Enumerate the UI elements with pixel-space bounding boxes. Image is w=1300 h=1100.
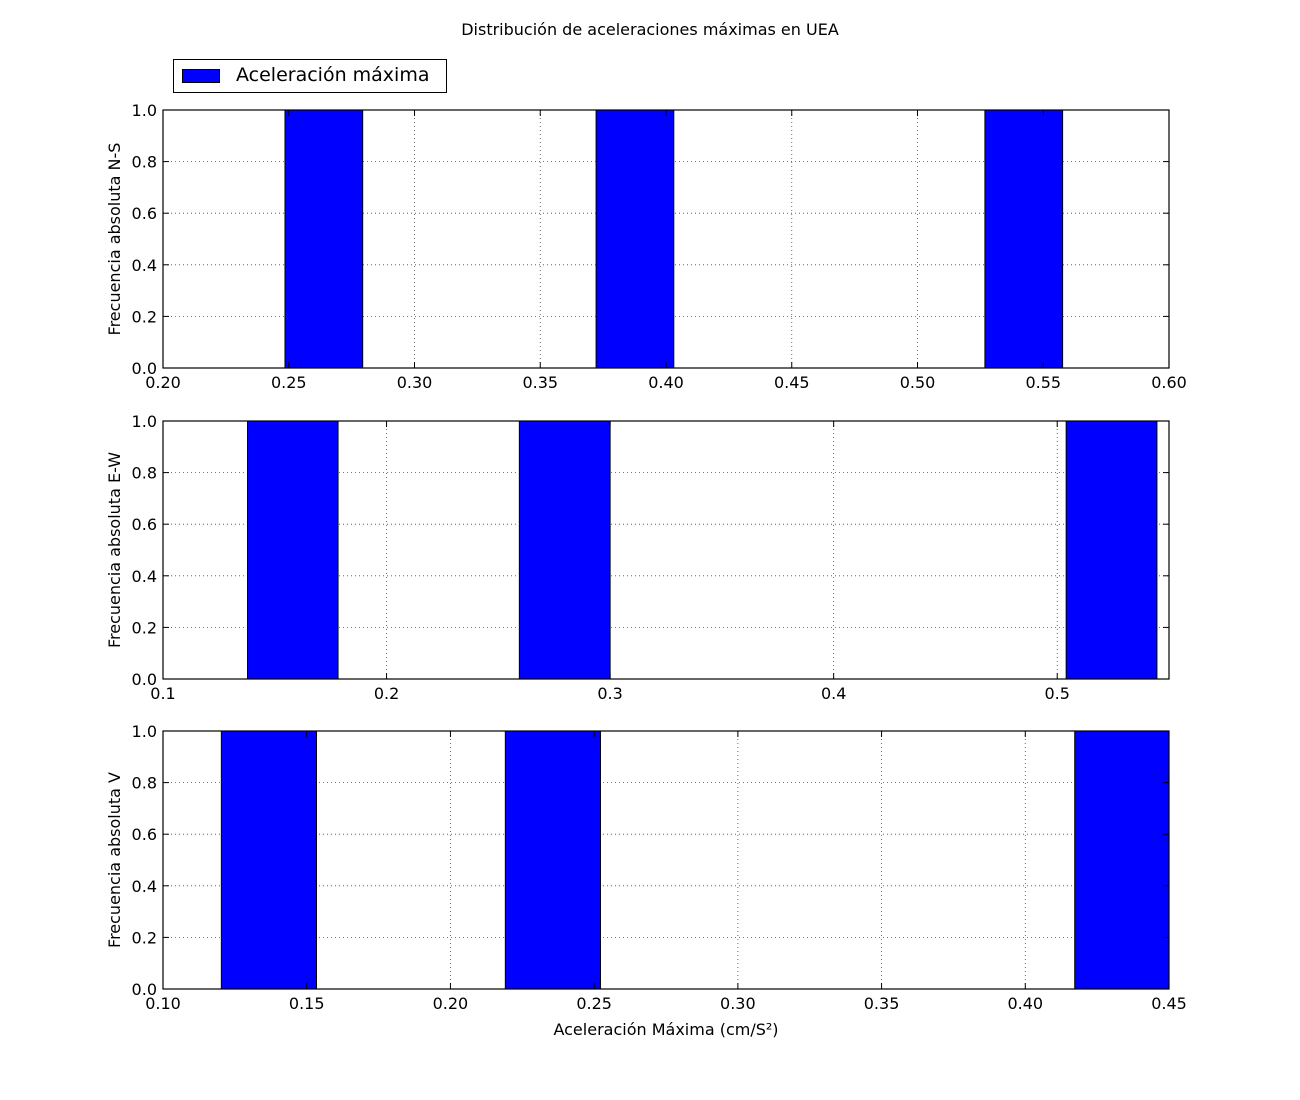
x-axis-label: Aceleración Máxima (cm/S²) [553, 1020, 778, 1039]
x-tick-label: 0.30 [720, 994, 756, 1013]
x-tick-label: 0.2 [374, 684, 399, 703]
bar-3-2 [504, 730, 601, 990]
x-tick-label: 0.55 [1025, 373, 1061, 392]
bar-2-3 [1065, 420, 1158, 680]
x-tick-label: 0.10 [145, 994, 181, 1013]
y-axis-label-1: Frecuencia absoluta N-S [105, 143, 124, 336]
y-tick-label: 0.0 [132, 980, 157, 999]
y-tick-label: 1.0 [132, 101, 157, 120]
y-tick-label: 0.6 [132, 204, 157, 223]
x-tick-label: 0.35 [864, 994, 900, 1013]
axes-frame-3 [162, 730, 1170, 990]
x-tick-label: 0.45 [1151, 994, 1187, 1013]
x-tick-label: 0.25 [271, 373, 307, 392]
x-tick-label: 0.1 [150, 684, 175, 703]
y-tick-label: 0.4 [132, 256, 157, 275]
y-tick-label: 1.0 [132, 412, 157, 431]
bar-1-2 [595, 109, 675, 369]
y-tick-label: 0.2 [132, 307, 157, 326]
y-axis-label-3: Frecuencia absoluta V [105, 772, 124, 948]
x-tick-label: 0.3 [597, 684, 622, 703]
y-tick-label: 0.8 [132, 464, 157, 483]
x-tick-label: 0.25 [576, 994, 612, 1013]
y-tick-label: 0.0 [132, 670, 157, 689]
x-tick-label: 0.20 [433, 994, 469, 1013]
y-axis-label-2: Frecuencia absoluta E-W [105, 452, 124, 648]
x-tick-label: 0.5 [1044, 684, 1069, 703]
legend: Aceleración máxima [173, 59, 447, 93]
y-tick-label: 0.6 [132, 825, 157, 844]
bar-1-1 [284, 109, 364, 369]
bar-1-3 [984, 109, 1064, 369]
y-tick-label: 1.0 [132, 722, 157, 741]
x-tick-label: 0.20 [145, 373, 181, 392]
legend-label: Aceleración máxima [236, 64, 430, 86]
bar-3-1 [220, 730, 317, 990]
chart-title: Distribución de aceleraciones máximas en… [461, 20, 839, 39]
bar-2-1 [247, 420, 339, 680]
y-tick-label: 0.4 [132, 567, 157, 586]
x-tick-label: 0.15 [289, 994, 325, 1013]
y-tick-label: 0.2 [132, 928, 157, 947]
y-tick-label: 0.8 [132, 153, 157, 172]
legend-swatch [182, 69, 220, 83]
y-tick-label: 0.2 [132, 618, 157, 637]
x-tick-label: 0.50 [900, 373, 936, 392]
bar-3-3 [1074, 730, 1170, 990]
x-tick-label: 0.45 [774, 373, 810, 392]
y-tick-label: 0.4 [132, 877, 157, 896]
x-tick-label: 0.35 [522, 373, 558, 392]
x-tick-label: 0.60 [1151, 373, 1187, 392]
y-tick-label: 0.8 [132, 774, 157, 793]
x-tick-label: 0.4 [821, 684, 846, 703]
x-tick-label: 0.40 [1007, 994, 1043, 1013]
y-tick-label: 0.0 [132, 359, 157, 378]
bar-2-2 [518, 420, 611, 680]
x-tick-label: 0.30 [397, 373, 433, 392]
axes-frame-2 [162, 420, 1170, 680]
y-tick-label: 0.6 [132, 515, 157, 534]
x-tick-label: 0.40 [648, 373, 684, 392]
